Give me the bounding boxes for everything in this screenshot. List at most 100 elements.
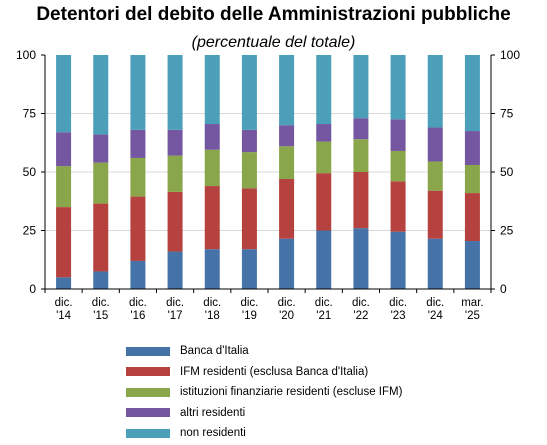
legend-label: Banca d'Italia bbox=[180, 345, 249, 358]
x-tick-label: '22 bbox=[353, 310, 368, 322]
bar-segment bbox=[241, 152, 257, 189]
y-tick-label-right: 25 bbox=[500, 224, 514, 238]
chart-subtitle: (percentuale del totale) bbox=[191, 34, 356, 51]
legend-item: IFM residenti (esclusa Banca d'Italia) bbox=[126, 362, 402, 383]
bar-segment bbox=[167, 191, 183, 252]
y-tick-label-right: 50 bbox=[500, 165, 514, 179]
bars bbox=[56, 55, 480, 289]
bar-segment bbox=[241, 55, 257, 130]
bar-segment bbox=[279, 125, 295, 147]
x-tick-label: dic. bbox=[129, 297, 147, 309]
bar-segment bbox=[427, 55, 443, 128]
bar-segment bbox=[93, 134, 109, 163]
legend: Banca d'Italia IFM residenti (esclusa Ban… bbox=[126, 341, 402, 444]
x-tick-label: '15 bbox=[93, 310, 108, 322]
bar-segment bbox=[167, 155, 183, 192]
legend-swatch bbox=[126, 346, 170, 356]
bar-segment bbox=[279, 55, 295, 126]
bar-segment bbox=[316, 124, 332, 142]
bar-segment bbox=[353, 55, 369, 119]
chart-title: Detentori del debito delle Amministrazio… bbox=[36, 4, 511, 25]
x-tick-label: mar. bbox=[461, 297, 483, 309]
bar-segment bbox=[56, 132, 72, 167]
bar-segment bbox=[241, 188, 257, 250]
y-axis-right-labels: 0 25 50 75 100 bbox=[500, 48, 520, 296]
bar-segment bbox=[390, 150, 406, 182]
bar-segment bbox=[390, 119, 406, 151]
x-tick-label: '17 bbox=[168, 310, 183, 322]
bar-segment bbox=[353, 139, 369, 172]
bar-segment bbox=[130, 157, 146, 197]
bar-segment bbox=[464, 164, 480, 194]
x-tick-label: '20 bbox=[279, 310, 294, 322]
legend-swatch bbox=[126, 387, 170, 397]
legend-label: IFM residenti (esclusa Banca d'Italia) bbox=[180, 365, 369, 378]
bar-segment bbox=[93, 203, 109, 272]
bar-segment bbox=[204, 186, 220, 250]
bar-segment bbox=[241, 249, 257, 289]
legend-label: non residenti bbox=[180, 427, 246, 440]
x-axis-labels: dic.'14dic.'15dic.'16dic.'17dic.'18dic.'… bbox=[55, 297, 484, 322]
x-tick-label: dic. bbox=[389, 297, 407, 309]
bar-segment bbox=[353, 228, 369, 289]
y-tick-label-right: 0 bbox=[500, 282, 507, 296]
bar-segment bbox=[167, 55, 183, 130]
bar-segment bbox=[390, 231, 406, 289]
bar-segment bbox=[93, 271, 109, 289]
x-tick-label: '19 bbox=[242, 310, 257, 322]
bar-segment bbox=[464, 55, 480, 132]
bar-segment bbox=[130, 260, 146, 289]
stacked-bar-chart: 0 25 50 75 100 0 25 50 75 100 dic.'14dic.'15dic.… bbox=[16, 48, 520, 322]
bar-segment bbox=[56, 55, 72, 133]
legend-item: non residenti bbox=[126, 423, 402, 444]
bar-segment bbox=[390, 181, 406, 232]
x-tick-label: '18 bbox=[205, 310, 220, 322]
legend-item: istituzioni finanziarie residenti (esclu… bbox=[126, 382, 402, 403]
bar-segment bbox=[390, 55, 406, 120]
legend-swatch bbox=[126, 428, 170, 438]
bar-segment bbox=[56, 277, 72, 289]
bar-segment bbox=[241, 129, 257, 153]
bar-segment bbox=[316, 173, 332, 231]
bar-segment bbox=[279, 179, 295, 239]
y-tick-label-left: 75 bbox=[23, 107, 37, 121]
bar-segment bbox=[56, 207, 72, 278]
x-tick-label: '24 bbox=[428, 310, 444, 322]
bar-segment bbox=[427, 161, 443, 191]
bar-segment bbox=[204, 149, 220, 187]
x-tick-label: dic. bbox=[203, 297, 221, 309]
x-tick-label: dic. bbox=[315, 297, 333, 309]
bar-segment bbox=[316, 141, 332, 174]
bar-segment bbox=[130, 55, 146, 130]
x-tick-label: '16 bbox=[130, 310, 145, 322]
bar-segment bbox=[353, 118, 369, 140]
bar-segment bbox=[464, 193, 480, 242]
bar-segment bbox=[427, 238, 443, 289]
x-tick-label: dic. bbox=[166, 297, 184, 309]
bar-segment bbox=[464, 241, 480, 289]
axes bbox=[41, 54, 495, 293]
legend-swatch bbox=[126, 408, 170, 418]
bar-segment bbox=[56, 166, 72, 208]
bar-segment bbox=[279, 146, 295, 180]
y-tick-label-left: 50 bbox=[23, 165, 37, 179]
gridlines bbox=[45, 113, 491, 231]
x-tick-label: '23 bbox=[391, 310, 406, 322]
legend-label: altri residenti bbox=[180, 406, 246, 419]
bar-segment bbox=[167, 129, 183, 156]
legend-item: Banca d'Italia bbox=[126, 341, 402, 362]
y-axis-left-labels: 0 25 50 75 100 bbox=[16, 48, 36, 296]
x-tick-label: dic. bbox=[92, 297, 110, 309]
y-tick-label-right: 75 bbox=[500, 107, 514, 121]
legend-item: altri residenti bbox=[126, 403, 402, 424]
bar-segment bbox=[427, 127, 443, 162]
bar-segment bbox=[316, 230, 332, 289]
x-tick-label: '25 bbox=[465, 310, 480, 322]
y-tick-label-right: 100 bbox=[500, 48, 520, 62]
x-tick-label: '21 bbox=[316, 310, 331, 322]
bar-segment bbox=[130, 196, 146, 261]
x-tick-label: dic. bbox=[55, 297, 73, 309]
bar-segment bbox=[167, 251, 183, 289]
bar-segment bbox=[204, 55, 220, 125]
legend-label: istituzioni finanziarie residenti (esclu… bbox=[180, 386, 403, 399]
